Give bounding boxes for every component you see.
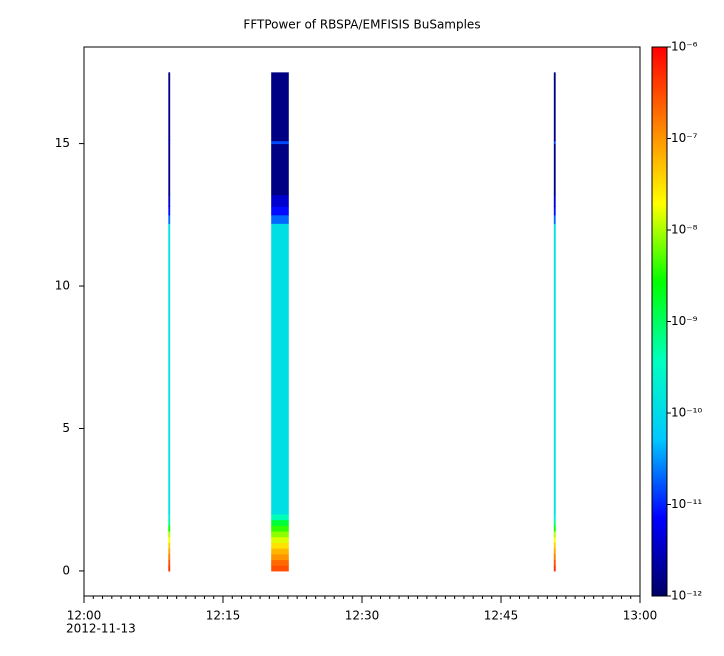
spectrogram-cell <box>168 143 171 196</box>
spectrogram-cell <box>553 565 556 572</box>
y-tick-label: 5 <box>62 421 70 435</box>
colorbar-tick-label: 10⁻⁸ <box>671 223 698 237</box>
colorbar-tick-label: 10⁻¹⁰ <box>671 406 702 420</box>
colorbar-tick-label: 10⁻¹² <box>671 589 702 603</box>
chart-title: FFTPower of RBSPA/EMFISIS BuSamples <box>243 18 480 32</box>
spectrogram-cell <box>553 531 556 538</box>
x-tick-label: 13:00 <box>623 609 658 623</box>
y-tick-label: 10 <box>55 279 70 293</box>
spectrogram-cell <box>553 559 556 566</box>
colorbar <box>651 46 668 597</box>
spectrogram-cell <box>271 194 289 207</box>
spectrogram-cell <box>168 565 171 572</box>
spectrogram-cell <box>168 525 171 532</box>
spectrogram-cell <box>271 525 289 532</box>
spectrogram-cell <box>553 206 556 216</box>
spectrogram-cell <box>168 513 171 521</box>
spectrogram-cell <box>553 194 556 207</box>
spectrogram-cell <box>553 536 556 543</box>
spectrogram-cell <box>168 536 171 543</box>
spectrogram-cell <box>553 140 556 145</box>
spectrogram-cell <box>553 143 556 196</box>
spectrogram-cell <box>271 531 289 538</box>
spectrogram-cell <box>271 214 289 224</box>
x-tick-label: 12:30 <box>345 609 380 623</box>
x-tick-label: 12:45 <box>484 609 519 623</box>
spectrogram-cell <box>553 525 556 532</box>
colorbar-tick-label: 10⁻⁹ <box>671 314 698 328</box>
spectrogram-cell <box>168 223 171 515</box>
spectrogram-cell <box>168 72 171 142</box>
colorbar-tick-label: 10⁻⁶ <box>671 40 698 54</box>
spectrogram-cell <box>271 143 289 196</box>
spectrogram-cell <box>271 223 289 515</box>
x-tick-label: 12:15 <box>206 609 241 623</box>
spectrogram-cell <box>271 140 289 145</box>
x-tick-label: 12:00 <box>67 609 102 623</box>
spectrogram-cell <box>271 548 289 555</box>
spectrogram-cell <box>168 553 171 561</box>
spectrogram-cell <box>271 559 289 566</box>
spectrogram-cell <box>553 72 556 142</box>
spectrogram-cell <box>271 542 289 549</box>
spectrogram-cell <box>553 519 556 526</box>
spectrogram-cell <box>168 559 171 566</box>
spectrogram-cell <box>168 140 171 145</box>
y-tick-label: 15 <box>55 136 70 150</box>
spectrogram-cell <box>553 542 556 549</box>
spectrogram-cell <box>553 553 556 561</box>
spectrogram-cell <box>271 536 289 543</box>
y-tick-label: 0 <box>62 563 70 577</box>
spectrogram-cell <box>168 194 171 207</box>
colorbar-tick-label: 10⁻⁷ <box>671 131 698 145</box>
spectrogram-cell <box>168 542 171 549</box>
spectrogram-cell <box>271 553 289 561</box>
spectrogram-cell <box>168 548 171 555</box>
spectrogram-cell <box>168 531 171 538</box>
spectrogram-cell <box>271 513 289 521</box>
spectrogram-cell <box>271 206 289 216</box>
spectrogram-cell <box>553 223 556 515</box>
spectrogram-cell <box>553 513 556 521</box>
spectrogram-cell <box>271 72 289 142</box>
spectrogram-cell <box>553 214 556 224</box>
spectrogram-cell <box>271 565 289 572</box>
colorbar-tick-label: 10⁻¹¹ <box>671 497 702 511</box>
x-date-label: 2012-11-13 <box>66 622 136 636</box>
spectrogram-cell <box>168 214 171 224</box>
spectrogram-cell <box>271 519 289 526</box>
plot-frame <box>83 46 641 597</box>
spectrogram-cell <box>168 519 171 526</box>
spectrogram-cell <box>168 206 171 216</box>
spectrogram-cell <box>553 548 556 555</box>
